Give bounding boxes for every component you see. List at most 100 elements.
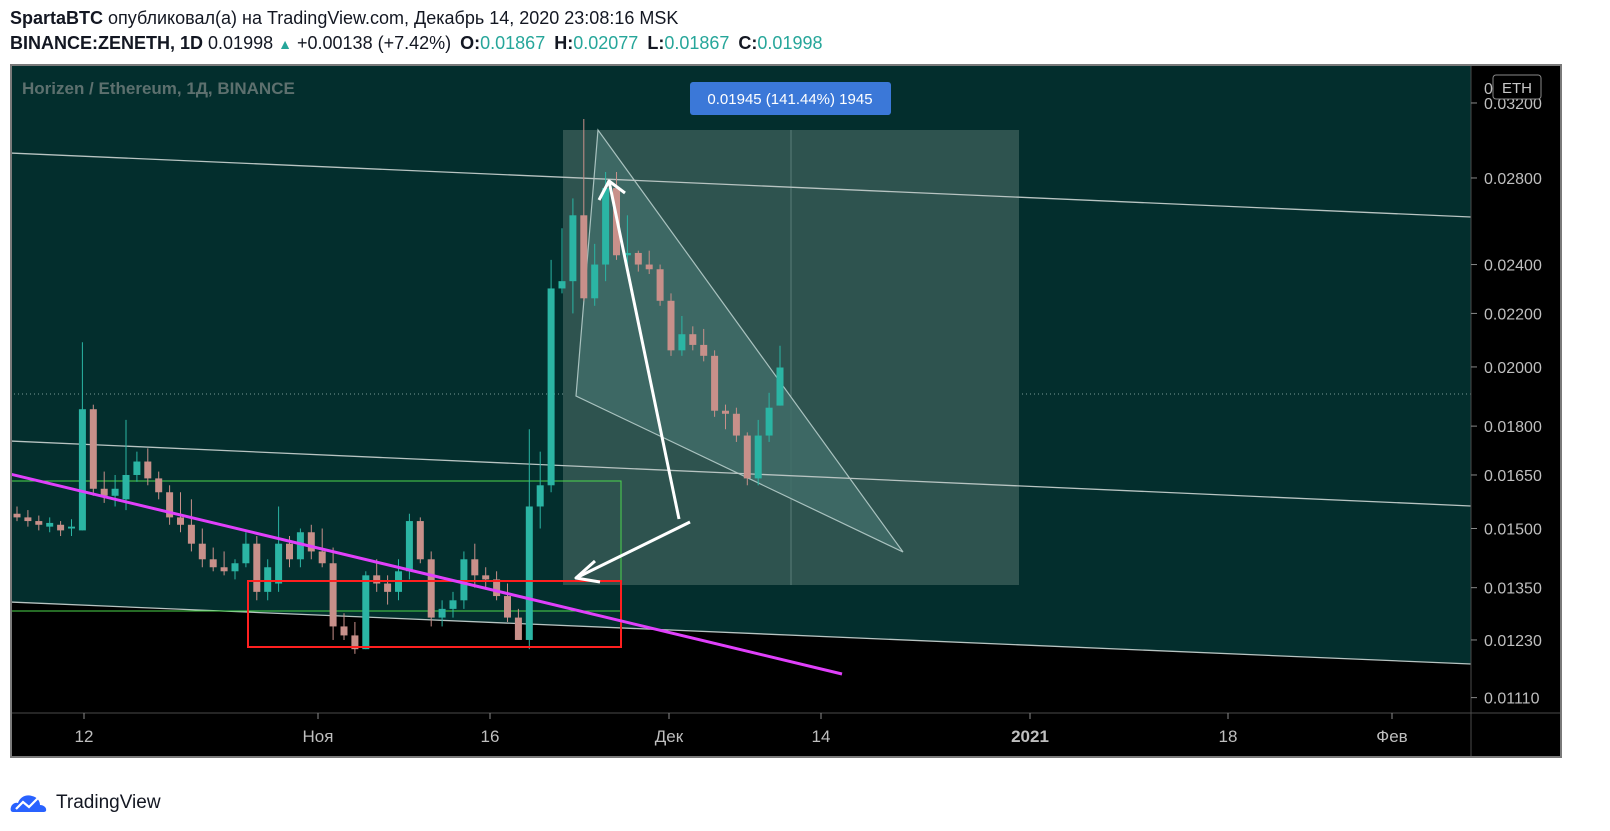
chart-border: [10, 64, 1562, 758]
candle-body[interactable]: [482, 575, 490, 580]
high-label: H:: [554, 33, 574, 53]
candle-body[interactable]: [460, 559, 468, 601]
candle-body[interactable]: [558, 281, 566, 289]
candle-body[interactable]: [547, 288, 555, 486]
currency-badge-label: ETH: [1502, 80, 1532, 97]
close-label: C:: [738, 33, 758, 53]
candle-body[interactable]: [743, 435, 751, 479]
open-value: 0.01867: [480, 33, 546, 53]
price-chart[interactable]: 0.03200 0.02800 0.02400 0.02200 0.02000 0.018…: [10, 64, 1562, 758]
candle-body[interactable]: [732, 413, 740, 436]
candle-body[interactable]: [678, 334, 686, 351]
candle-body[interactable]: [242, 543, 250, 564]
candle-body[interactable]: [384, 583, 392, 592]
candle-body[interactable]: [133, 461, 141, 475]
candle-body[interactable]: [144, 461, 152, 479]
publish-info: опубликовал(а) на TradingView.com, Декаб…: [108, 8, 679, 28]
time-tick-label: Фев: [1376, 727, 1407, 746]
candle-body[interactable]: [275, 543, 283, 584]
candle-body[interactable]: [307, 532, 315, 552]
low-label: L:: [647, 33, 665, 53]
candle-body[interactable]: [329, 563, 337, 627]
candle-body[interactable]: [166, 492, 174, 518]
candle-body[interactable]: [340, 626, 348, 636]
candle-body[interactable]: [296, 532, 304, 560]
candle-body[interactable]: [656, 269, 664, 301]
candle-body[interactable]: [187, 524, 195, 544]
candle-body[interactable]: [569, 215, 577, 282]
price-tick-label: 0.02200: [1484, 306, 1542, 323]
channel-middle-line: [11, 440, 1471, 507]
candle-body[interactable]: [602, 188, 610, 265]
candle-body[interactable]: [13, 513, 21, 518]
candle-body[interactable]: [700, 344, 708, 356]
candle-body[interactable]: [689, 334, 697, 345]
candle-body[interactable]: [373, 575, 381, 584]
symbol-label: BINANCE:ZENETH, 1D: [10, 33, 204, 53]
candle-body[interactable]: [536, 485, 544, 507]
candle-body[interactable]: [46, 522, 54, 527]
candle-body[interactable]: [89, 409, 97, 489]
time-tick-label: Ноя: [303, 727, 334, 746]
chart-header: SpartaBTC опубликовал(а) на TradingView.…: [10, 6, 1600, 56]
price-tick-label: 0.01500: [1484, 522, 1542, 539]
candle-body[interactable]: [220, 567, 228, 572]
time-tick-label: 14: [812, 727, 831, 746]
candle-body[interactable]: [634, 252, 642, 265]
candle-body[interactable]: [405, 521, 413, 572]
candle-body[interactable]: [427, 559, 435, 618]
candle-body[interactable]: [645, 264, 653, 270]
candle-body[interactable]: [765, 407, 773, 436]
candles-group: [13, 119, 784, 654]
candle-body[interactable]: [623, 252, 631, 256]
time-tick-label: Дек: [655, 727, 684, 746]
candle-body[interactable]: [711, 355, 719, 411]
candle-body[interactable]: [591, 264, 599, 299]
candle-body[interactable]: [722, 410, 729, 414]
candle-body[interactable]: [231, 563, 239, 572]
candle-body[interactable]: [493, 579, 501, 597]
candle-body[interactable]: [177, 517, 184, 525]
candle-body[interactable]: [286, 543, 293, 560]
candle-body[interactable]: [438, 608, 446, 618]
candle-body[interactable]: [57, 524, 65, 531]
measure-label: 0.01945 (141.44%) 1945: [707, 91, 872, 108]
candle-body[interactable]: [24, 517, 32, 522]
author-name[interactable]: SpartaBTC: [10, 8, 104, 28]
time-axis[interactable]: [10, 713, 1471, 758]
candle-body[interactable]: [514, 617, 522, 640]
candle-body[interactable]: [122, 474, 130, 500]
candle-body[interactable]: [318, 551, 326, 564]
price-tick-label: 0.02400: [1484, 258, 1542, 275]
candle-body[interactable]: [580, 215, 588, 299]
price-tick-label: 0.01230: [1484, 633, 1542, 650]
price-axis[interactable]: [1471, 64, 1562, 758]
candle-body[interactable]: [253, 543, 261, 592]
candle-body[interactable]: [155, 478, 163, 493]
candle-body[interactable]: [362, 575, 370, 650]
candle-body[interactable]: [504, 596, 511, 618]
candle-body[interactable]: [78, 409, 86, 531]
candle-body[interactable]: [264, 567, 272, 592]
tradingview-brand[interactable]: TradingView: [56, 792, 161, 813]
candle-body[interactable]: [198, 543, 206, 560]
high-value: 0.02077: [573, 33, 639, 53]
candle-body[interactable]: [416, 521, 424, 560]
candle-body[interactable]: [667, 300, 675, 351]
candle-body[interactable]: [35, 521, 43, 525]
candle-body[interactable]: [449, 600, 457, 609]
candle-body[interactable]: [776, 367, 784, 406]
candle-body[interactable]: [351, 635, 359, 650]
currency-badge[interactable]: [1492, 74, 1542, 100]
candle-body[interactable]: [100, 488, 108, 496]
candle-body[interactable]: [111, 488, 119, 496]
candle-body[interactable]: [471, 559, 479, 576]
up-triangle-icon: ▲: [278, 36, 292, 52]
price-tick-label: 0.01650: [1484, 468, 1542, 485]
candle-body[interactable]: [209, 559, 217, 568]
low-value: 0.01867: [664, 33, 730, 53]
candle-body[interactable]: [754, 435, 762, 479]
candle-body[interactable]: [525, 506, 533, 640]
publish-line: SpartaBTC опубликовал(а) на TradingView.…: [10, 6, 1600, 30]
candle-body[interactable]: [68, 526, 75, 529]
